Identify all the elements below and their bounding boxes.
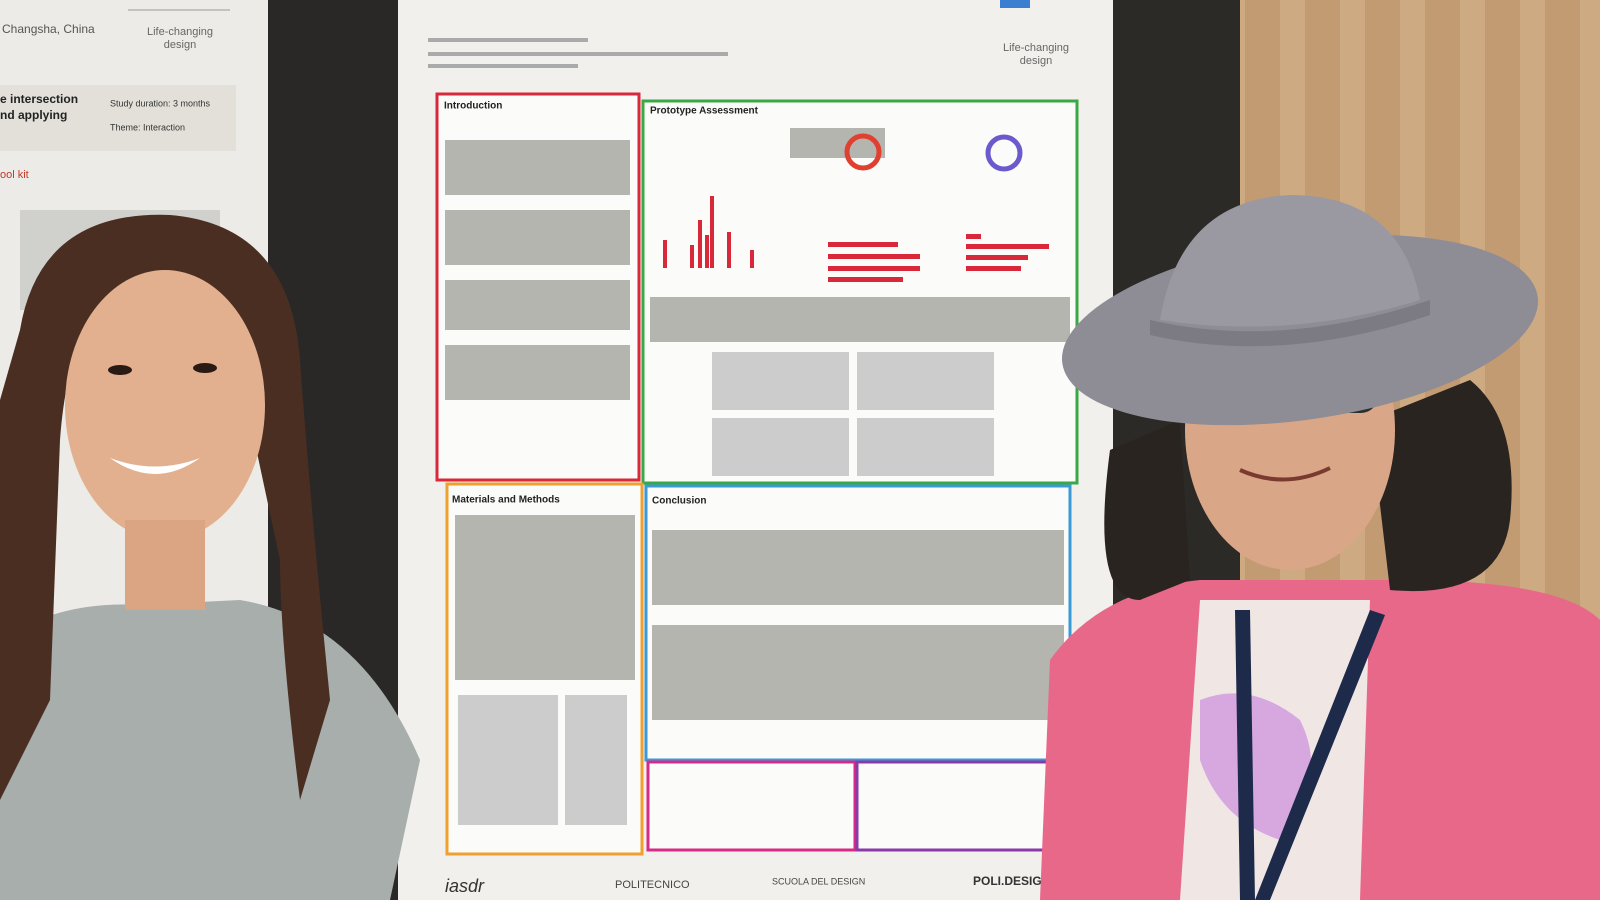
donut: [844, 133, 882, 171]
theme: Theme: Interaction: [110, 122, 185, 132]
duration: Study duration: 3 months: [110, 98, 211, 108]
hat-band: [1150, 300, 1430, 347]
body-text: [445, 128, 1070, 720]
hair: [1104, 380, 1512, 600]
lanyard: [1235, 610, 1385, 900]
info-box: [0, 85, 236, 151]
footer-logo: iasdr: [445, 876, 485, 896]
footer-logo: POLITECNICO: [615, 879, 690, 891]
motto: Life-changing: [147, 26, 213, 38]
section-title: Introduction: [444, 101, 502, 112]
references-box: [646, 760, 857, 852]
motto: Life-changing: [1003, 42, 1069, 54]
hat-crown: [1160, 195, 1420, 327]
section: ool kit: [0, 169, 29, 181]
author-lines: [428, 38, 728, 68]
smile: [1239, 466, 1331, 482]
heading: nd applying: [0, 108, 67, 122]
section-title: Materials and Methods: [452, 495, 560, 506]
bars: [663, 196, 1049, 282]
donut: [985, 134, 1023, 172]
section-title: Prototype Assessment: [650, 106, 759, 117]
logo: [1000, 0, 1030, 8]
shirt-print: [1200, 693, 1312, 840]
footer-logo: POLI.DESIGN: [973, 874, 1050, 888]
location: Changsha, China: [2, 22, 95, 36]
heading: e intersection: [0, 92, 78, 106]
eye: [108, 365, 132, 375]
acknowledgements-box: [855, 760, 1052, 852]
motto: design: [164, 39, 196, 51]
figures: [458, 352, 994, 825]
eye: [193, 363, 217, 373]
motto: design: [1020, 55, 1052, 67]
footer-logo: SCUOLA DEL DESIGN: [772, 876, 865, 886]
smile: [110, 458, 200, 474]
face: [65, 270, 265, 540]
section-title: Conclusion: [652, 496, 706, 507]
neck: [125, 520, 205, 610]
